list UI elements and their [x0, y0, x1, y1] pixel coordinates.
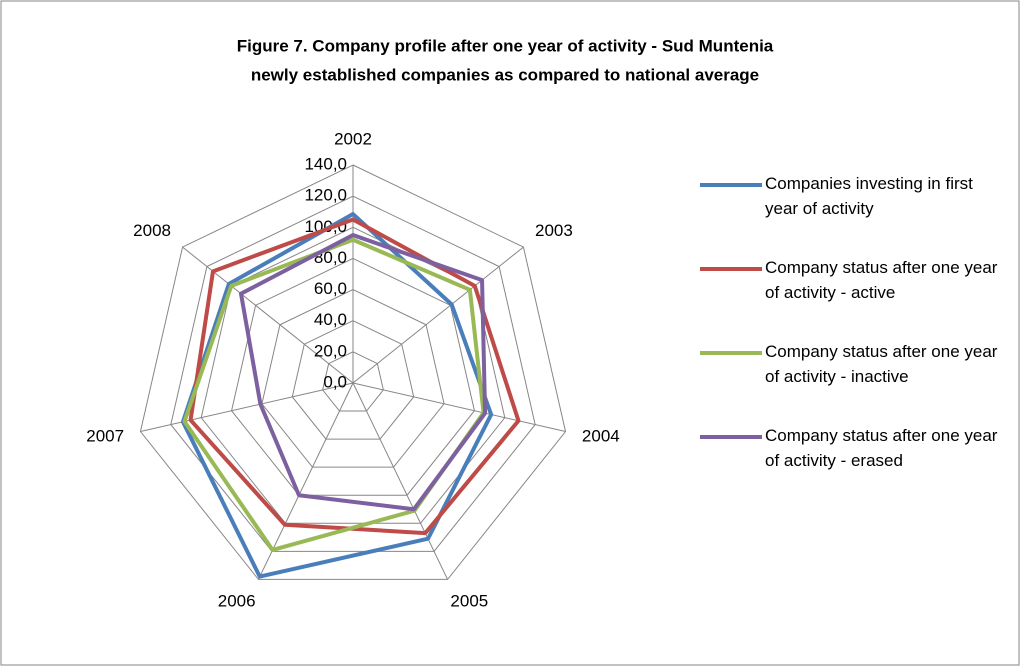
category-label: 2003 [535, 221, 573, 240]
grid-line [200, 226, 506, 524]
grid-line [231, 257, 475, 496]
series-line [238, 233, 488, 512]
y-tick-label: 60,0 [314, 279, 347, 298]
category-label: 2008 [133, 221, 171, 240]
spoke [140, 382, 354, 432]
spoke [257, 382, 354, 580]
grid-line [139, 164, 567, 580]
spoke [352, 382, 566, 432]
category-label: 2004 [582, 427, 620, 446]
grid-line [291, 320, 415, 440]
legend-label: Company status after one year of activity… [765, 258, 998, 302]
y-tick-label: 40,0 [314, 310, 347, 329]
chart-title: newly established companies as compared … [251, 65, 759, 84]
series-line [182, 237, 486, 552]
y-tick-label: 120,0 [304, 186, 347, 205]
category-label: 2002 [334, 129, 372, 148]
spoke [352, 382, 449, 580]
spoke [352, 246, 524, 384]
category-label: 2005 [450, 591, 488, 610]
grid-line [261, 289, 445, 468]
legend-label: Company status after one year of activity… [765, 426, 998, 470]
grid-line [322, 351, 384, 412]
y-tick-label: 140,0 [304, 154, 347, 173]
grid-line [170, 195, 536, 552]
spoke [182, 246, 354, 384]
chart-title: Figure 7. Company profile after one year… [237, 36, 774, 55]
y-tick-label: 0,0 [323, 372, 347, 391]
legend-label: Companies investing in first year of acti… [765, 174, 973, 218]
legend-label: Company status after one year of activity… [765, 342, 998, 386]
series-line [180, 212, 494, 579]
y-tick-label: 20,0 [314, 341, 347, 360]
category-label: 2007 [86, 427, 124, 446]
category-label: 2006 [218, 591, 256, 610]
